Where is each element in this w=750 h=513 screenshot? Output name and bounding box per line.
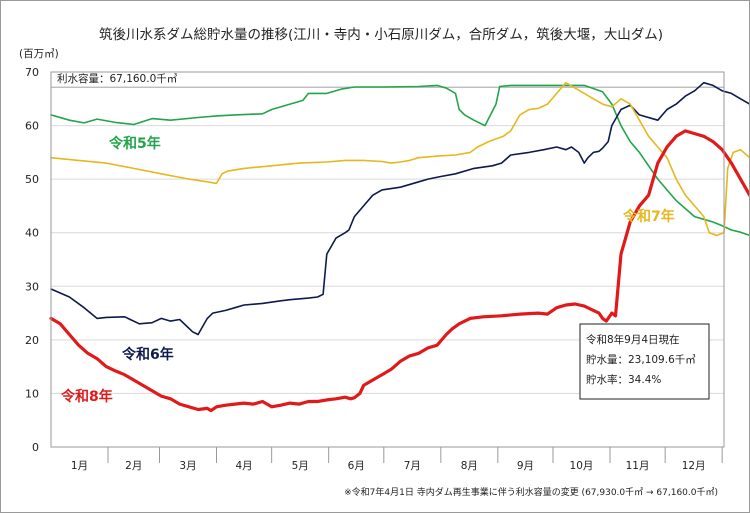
- status-date: 令和8年9月4日現在: [586, 333, 680, 346]
- y-tick-label: 20: [25, 334, 39, 347]
- y-tick-label: 70: [25, 66, 39, 79]
- capacity-label: 利水容量：67,160.0千㎥: [57, 72, 177, 85]
- x-tick-label: 11月: [626, 460, 650, 472]
- x-tick-label: 8月: [461, 460, 478, 472]
- y-tick-label: 0: [32, 441, 39, 454]
- x-tick-label: 3月: [179, 460, 196, 472]
- series-line-4: [49, 129, 749, 413]
- y-tick-label: 60: [25, 120, 39, 133]
- y-axis-unit-label: (百万㎥): [19, 47, 59, 60]
- x-tick-label: 10月: [570, 460, 594, 472]
- status-volume: 貯水量：23,109.6千㎥: [586, 353, 696, 366]
- status-box-border: [579, 323, 710, 400]
- y-tick-label: 10: [25, 387, 39, 400]
- data-series: [49, 81, 749, 413]
- plot-area: 0 10 20 30 40 50 60 70 1月 2月 3月 4月 5月 6月 7月 8月 9月 10月 11月…: [25, 66, 749, 472]
- y-tick-labels: 0 10 20 30 40 50 60 70: [25, 66, 39, 454]
- x-month-axis: 1月 2月 3月 4月 5月 6月 7月 8月 9月 10月 11月 12月: [71, 447, 723, 472]
- x-tick-label: 12月: [682, 460, 706, 472]
- series-label-reiwa5: 令和5年: [108, 135, 161, 152]
- series-label-reiwa6: 令和6年: [121, 346, 174, 363]
- series-line-2: [50, 81, 749, 336]
- footnote: ※令和7年4月1日 寺内ダム再生事業に伴う利水容量の変更 (67,930.0千㎥…: [344, 486, 718, 498]
- y-tick-label: 50: [25, 173, 39, 186]
- x-tick-label: 9月: [517, 460, 534, 472]
- series-labels: 令和5年 令和6年 令和7年 令和8年: [60, 135, 675, 405]
- series-label-reiwa7: 令和7年: [622, 208, 675, 225]
- series-line-3: [50, 81, 749, 237]
- x-tick-label: 2月: [125, 460, 142, 472]
- x-tick-label: 1月: [71, 460, 88, 472]
- status-rate: 貯水率：34.4%: [586, 373, 661, 386]
- x-tick-label: 6月: [348, 460, 365, 472]
- x-tick-label: 7月: [404, 460, 421, 472]
- current-status-box: 令和8年9月4日現在 貯水量：23,109.6千㎥ 貯水率：34.4%: [579, 323, 710, 400]
- x-tick-label: 4月: [235, 460, 252, 472]
- series-label-reiwa8: 令和8年: [60, 388, 113, 405]
- y-tick-label: 30: [25, 280, 39, 293]
- chart-title: 筑後川水系ダム総貯水量の推移(江川・寺内・小石原川ダム，合所ダム，筑後大堰，大山…: [99, 27, 663, 43]
- series-line-1: [50, 84, 749, 237]
- x-tick-label: 5月: [292, 460, 309, 472]
- plot-border: [50, 71, 725, 448]
- y-tick-label: 40: [25, 227, 39, 240]
